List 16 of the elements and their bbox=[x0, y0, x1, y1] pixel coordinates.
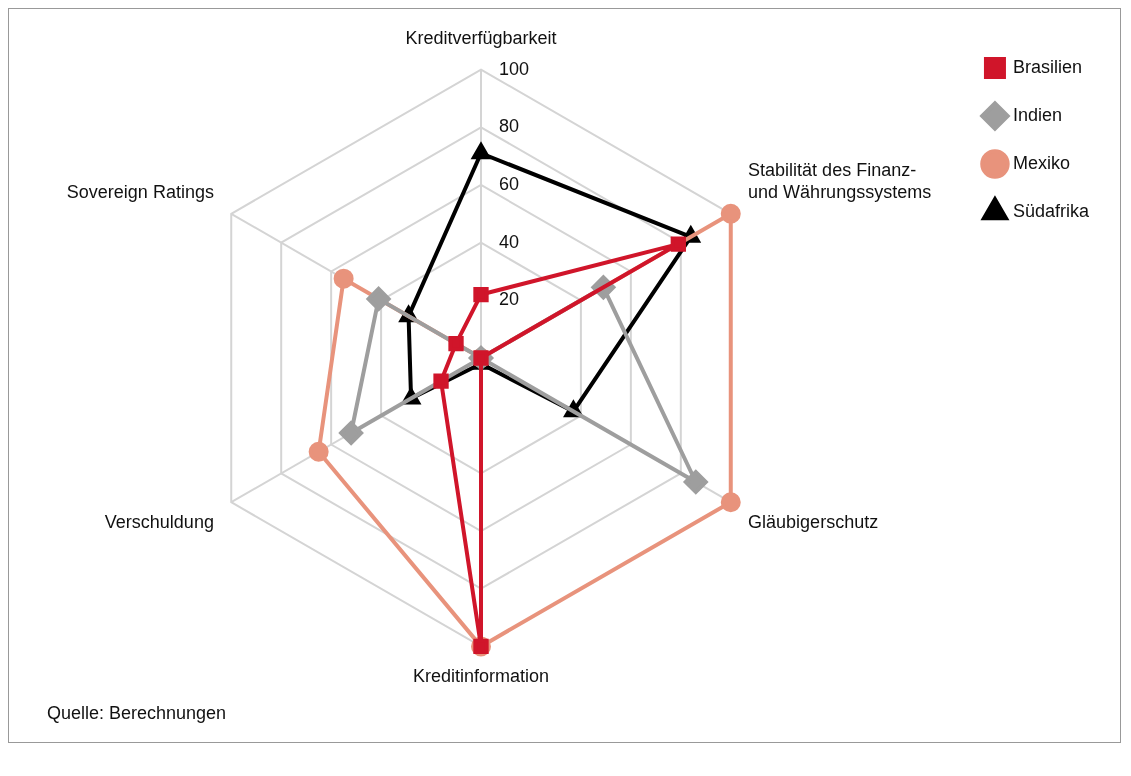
legend-label: Brasilien bbox=[1012, 56, 1082, 77]
spoke-label: Gläubigerschutz bbox=[748, 511, 879, 532]
spoke-label: Verschuldung bbox=[104, 511, 214, 532]
y-tick-label: 40 bbox=[499, 231, 520, 252]
y-tick-label: 100 bbox=[499, 58, 530, 79]
spoke-label: Stabilität des Finanz- und Währungssystems bbox=[748, 160, 932, 202]
spoke-label: Kreditinformation bbox=[412, 666, 550, 687]
y-tick-label: 20 bbox=[499, 289, 520, 310]
y-tick-label: 60 bbox=[499, 173, 520, 194]
spoke-label: Kreditverfügbarkeit bbox=[405, 27, 557, 48]
legend-label: Mexiko bbox=[1012, 152, 1070, 173]
legend-label: Südafrika bbox=[1012, 200, 1090, 221]
legend-label: Indien bbox=[1012, 104, 1062, 125]
y-tick-label: 80 bbox=[499, 116, 520, 137]
source-note: Quelle: Berechnungen bbox=[46, 702, 228, 725]
spoke-label: Sovereign Ratings bbox=[66, 181, 214, 202]
